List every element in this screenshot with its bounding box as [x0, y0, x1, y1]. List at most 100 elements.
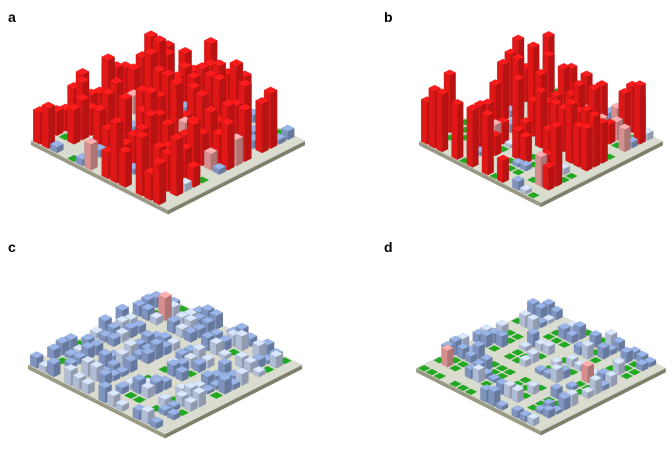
building-front [481, 112, 488, 176]
building-roof [620, 346, 633, 354]
building-roof [635, 359, 649, 366]
building-roof [98, 329, 112, 337]
building-roof [64, 364, 78, 371]
building-roof [519, 117, 532, 124]
building-roof [573, 321, 587, 328]
building-roof [441, 344, 454, 351]
building-roof [472, 340, 485, 347]
building-roof [443, 69, 456, 76]
building-front [144, 170, 152, 201]
building-side [594, 113, 601, 168]
building-roof [235, 322, 249, 330]
building-roof [604, 329, 618, 336]
green-space [565, 172, 578, 180]
building-roof [75, 68, 90, 76]
building-roof [212, 59, 227, 67]
building-side [548, 164, 555, 191]
green-space [511, 349, 524, 356]
building-roof [98, 348, 112, 356]
building-roof [464, 363, 478, 370]
building-roof [209, 328, 224, 336]
building-roof [451, 99, 464, 106]
building-roof [161, 69, 175, 77]
building-side [164, 294, 172, 322]
building-side [639, 83, 646, 145]
building-roof [229, 59, 244, 67]
building-roof [166, 408, 181, 416]
building-roof [75, 93, 90, 101]
building-side [56, 108, 64, 137]
green-space [512, 169, 525, 176]
building-roof [89, 360, 104, 368]
building-roof [144, 86, 158, 94]
building-roof [203, 147, 218, 155]
building-roof [29, 351, 44, 359]
building-roof [572, 80, 586, 87]
building-roof [526, 380, 540, 387]
building-roof [588, 110, 601, 117]
building-roof [512, 175, 525, 182]
building-roof [269, 350, 283, 358]
green-space [620, 372, 633, 380]
building-roof [218, 357, 232, 365]
building-roof [565, 353, 579, 361]
building-roof [203, 70, 218, 78]
building-roof [123, 312, 138, 320]
building-front [535, 154, 542, 187]
green-space [511, 333, 524, 340]
green-space [503, 353, 517, 360]
building-roof [75, 76, 90, 84]
building-front [428, 87, 435, 149]
building-roof [472, 364, 485, 371]
building-side [73, 106, 81, 145]
building-roof [519, 341, 532, 348]
green-space [456, 361, 470, 368]
building-roof [580, 105, 593, 112]
building-roof [542, 31, 555, 38]
building-roof [534, 302, 548, 309]
panel-label: b [384, 9, 393, 25]
building-roof [618, 123, 631, 130]
green-space [464, 388, 478, 395]
green-space [628, 368, 641, 376]
panel-b-city-render: b [336, 0, 672, 228]
building-roof [118, 92, 133, 100]
building-front [33, 109, 40, 145]
building-side [556, 124, 563, 187]
building-roof [106, 359, 121, 366]
building-roof [192, 387, 207, 394]
building-roof [81, 341, 95, 349]
building-roof [192, 358, 207, 366]
building-side [586, 125, 593, 172]
building-roof [487, 385, 501, 392]
building-roof [456, 343, 470, 350]
green-space [456, 384, 470, 391]
building-roof [565, 329, 579, 337]
building-roof [466, 104, 479, 111]
building-roof [565, 389, 579, 396]
building-roof [186, 71, 201, 79]
building-roof [161, 118, 175, 126]
building-roof [81, 333, 95, 341]
building-roof [84, 137, 98, 145]
building-roof [235, 351, 249, 359]
building-roof [149, 416, 164, 424]
building-roof [200, 353, 215, 361]
building-roof [183, 396, 198, 404]
green-space [209, 391, 224, 399]
building-roof [527, 41, 540, 48]
building-front [84, 140, 92, 171]
building-roof [98, 381, 112, 389]
building-roof [550, 383, 563, 390]
building-roof [218, 349, 232, 357]
building-roof [526, 348, 540, 355]
building-roof [496, 117, 510, 124]
green-space [495, 365, 509, 372]
building-roof [67, 103, 81, 111]
building-roof [169, 133, 184, 141]
building-side [236, 136, 244, 167]
building-roof [526, 413, 540, 420]
building-roof [481, 98, 494, 105]
building-roof [200, 304, 215, 312]
building-roof [557, 63, 570, 70]
